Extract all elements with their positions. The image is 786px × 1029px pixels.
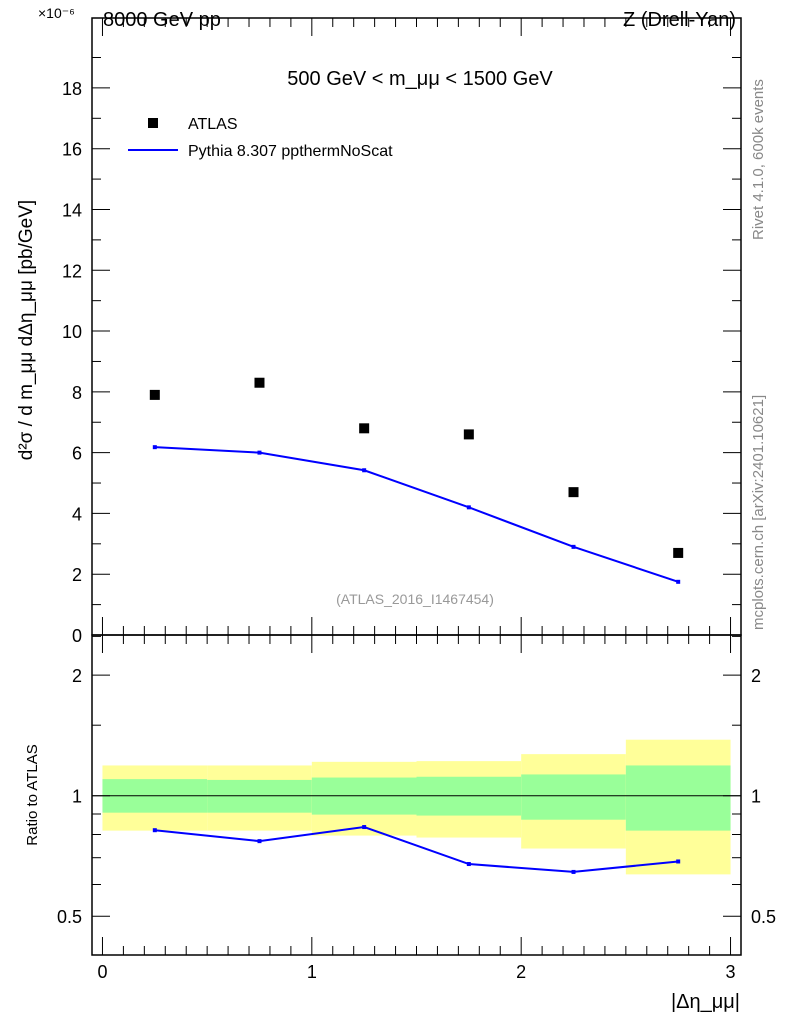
atlas-point: [463, 429, 474, 440]
pythia-point: [152, 445, 157, 450]
header-left: 8000 GeV pp: [103, 9, 221, 31]
y-tick-label: 0: [72, 626, 82, 646]
ratio-y-tick-label-right: 1: [751, 787, 761, 807]
pythia-point: [466, 505, 471, 510]
ratio-y-tick-label-right: 2: [751, 666, 761, 686]
x-tick-label: 1: [307, 962, 317, 982]
ratio-pythia-point: [152, 828, 157, 833]
ratio-y-tick-label: 2: [72, 666, 82, 686]
y-tick-label: 16: [62, 140, 82, 160]
uncertainty-band-inner: [625, 765, 731, 831]
ratio-y-label: Ratio to ATLAS: [24, 744, 41, 845]
legend: ATLAS Pythia 8.307 ppthermNoScat: [128, 116, 393, 160]
atlas-point: [568, 487, 579, 498]
ratio-y-tick-label: 0.5: [57, 907, 82, 927]
atlas-point: [254, 377, 265, 388]
mcplots-label: mcplots.cern.ch [arXiv:2401.10621]: [750, 395, 767, 630]
rivet-label: Rivet 4.1.0, 600k events: [750, 79, 767, 240]
ratio-pythia-point: [676, 859, 681, 864]
atlas-point: [673, 547, 684, 558]
pythia-point: [676, 579, 681, 584]
ratio-pythia-line: [154, 826, 679, 873]
atlas-point: [359, 423, 370, 434]
legend-pythia-label: Pythia 8.307 ppthermNoScat: [188, 143, 393, 160]
x-tick-label: 2: [516, 962, 526, 982]
uncertainty-band-inner: [521, 774, 626, 820]
pythia-line: [154, 446, 679, 583]
y-tick-label: 14: [62, 200, 82, 220]
ratio-y-tick-label: 1: [72, 787, 82, 807]
y-tick-label: 8: [72, 383, 82, 403]
x-tick-label: 0: [97, 962, 107, 982]
ratio-pythia-point: [362, 825, 367, 830]
header-right: Z (Drell-Yan): [623, 9, 736, 31]
pythia-point: [362, 468, 367, 473]
y-axis-label: d²σ / d m_μμ dΔη_μμ [pb/GeV]: [16, 200, 37, 460]
ratio-pythia-point: [257, 839, 262, 844]
y-tick-label: 10: [62, 322, 82, 342]
y-tick-label: 18: [62, 79, 82, 99]
ratio-pythia-point: [571, 869, 576, 874]
analysis-label: (ATLAS_2016_I1467454): [336, 591, 494, 607]
pythia-point: [571, 544, 576, 549]
x-axis-label: |Δη_μμ|: [671, 991, 740, 1013]
y-tick-label: 12: [62, 261, 82, 281]
ratio-pythia-point: [466, 862, 471, 867]
main-title: 500 GeV < m_μμ < 1500 GeV: [287, 68, 553, 90]
atlas-point: [149, 389, 160, 400]
y-tick-label: 4: [72, 504, 82, 524]
y-tick-label: 6: [72, 444, 82, 464]
uncertainty-band-inner: [207, 779, 312, 813]
pythia-point: [257, 450, 262, 455]
legend-atlas-marker: [148, 118, 158, 128]
main-frame: [91, 17, 742, 636]
legend-atlas-label: ATLAS: [188, 116, 238, 133]
exponent-label: ×10⁻⁶: [38, 5, 75, 21]
x-tick-label: 3: [726, 962, 736, 982]
y-tick-label: 2: [72, 565, 82, 585]
ratio-y-tick-label-right: 0.5: [751, 907, 776, 927]
